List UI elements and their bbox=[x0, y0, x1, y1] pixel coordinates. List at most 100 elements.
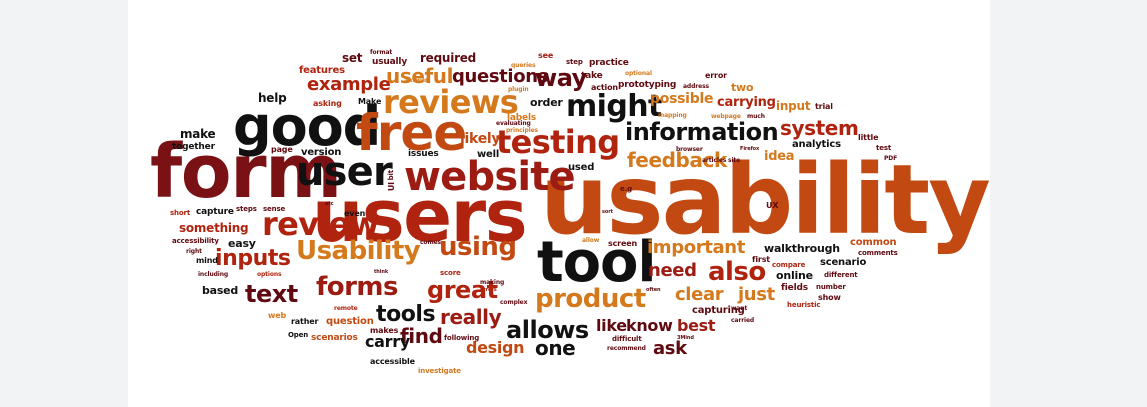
word: compare bbox=[772, 261, 806, 269]
word: Make bbox=[358, 97, 382, 106]
word: accessibility bbox=[172, 237, 219, 245]
word: score bbox=[440, 269, 461, 277]
word: help bbox=[258, 91, 287, 105]
word: version bbox=[301, 147, 342, 158]
word: free bbox=[356, 104, 467, 162]
word: make bbox=[180, 127, 216, 141]
word: right bbox=[186, 248, 202, 255]
word: mapping bbox=[658, 112, 687, 119]
word: scenario bbox=[820, 257, 867, 268]
word-cloud-panel bbox=[128, 0, 990, 407]
word: allow bbox=[582, 237, 600, 244]
word: just bbox=[738, 284, 775, 305]
word: usability bbox=[540, 144, 991, 256]
word: screen bbox=[608, 239, 638, 248]
word: often bbox=[646, 287, 661, 293]
word: using bbox=[439, 232, 517, 262]
word: system bbox=[780, 116, 859, 140]
word: want bbox=[731, 305, 748, 312]
word: order bbox=[530, 96, 563, 109]
word: including bbox=[198, 271, 229, 278]
word: queries bbox=[511, 62, 536, 69]
word: steps bbox=[236, 205, 257, 213]
word: trial bbox=[815, 102, 833, 111]
word: comes bbox=[420, 239, 441, 246]
word: best bbox=[677, 316, 716, 335]
word: two bbox=[731, 81, 754, 94]
word: tools bbox=[376, 302, 436, 327]
word: investigate bbox=[418, 367, 461, 375]
word: possible bbox=[650, 91, 714, 107]
word: features bbox=[328, 72, 333, 73]
word: walkthrough bbox=[764, 242, 840, 255]
word: action bbox=[591, 83, 618, 92]
word: way bbox=[535, 64, 587, 92]
word: design bbox=[466, 338, 525, 357]
word: sense bbox=[263, 205, 286, 213]
word: much bbox=[747, 113, 765, 120]
word: question bbox=[326, 316, 374, 327]
word: Open bbox=[288, 331, 309, 339]
word: questions bbox=[452, 66, 549, 87]
word: webpage bbox=[711, 113, 741, 120]
word: capture bbox=[196, 207, 234, 217]
word: remote bbox=[334, 305, 358, 312]
word: example bbox=[307, 74, 391, 95]
word: well bbox=[477, 149, 500, 160]
word: little bbox=[858, 133, 879, 142]
word: 3Mind bbox=[677, 335, 694, 341]
word: might bbox=[585, 92, 589, 93]
word: set bbox=[342, 51, 363, 65]
word: mind bbox=[196, 256, 218, 265]
word: test bbox=[876, 144, 892, 152]
word: step bbox=[566, 58, 583, 66]
word: PDF bbox=[884, 155, 898, 162]
word: scenarios bbox=[311, 333, 358, 343]
word: really bbox=[440, 305, 502, 329]
word: different bbox=[824, 271, 858, 279]
word: review bbox=[262, 205, 379, 243]
word: need bbox=[648, 260, 697, 281]
word: format bbox=[370, 49, 393, 56]
word: rather bbox=[291, 317, 319, 326]
word: address bbox=[683, 83, 709, 90]
word: forms bbox=[316, 272, 398, 302]
word: used bbox=[568, 162, 595, 173]
word: heuristic bbox=[787, 301, 821, 309]
word: like bbox=[596, 316, 627, 335]
word: labels bbox=[507, 113, 537, 123]
word: short bbox=[170, 209, 191, 217]
word: page bbox=[271, 145, 293, 154]
word: errors bbox=[480, 287, 497, 293]
word: usually bbox=[372, 57, 408, 67]
word: evaluating bbox=[496, 120, 531, 127]
word: makes bbox=[370, 326, 399, 335]
word: required bbox=[420, 51, 477, 65]
word: inputs bbox=[215, 246, 291, 271]
word: bit bbox=[387, 170, 395, 181]
word: e.g bbox=[620, 185, 632, 193]
word: something bbox=[179, 221, 249, 235]
word: text bbox=[245, 280, 298, 308]
word: form bbox=[150, 129, 342, 215]
word: see bbox=[538, 51, 554, 60]
word: first bbox=[752, 255, 770, 264]
word: accessible bbox=[370, 357, 415, 366]
word: UI bbox=[387, 182, 396, 192]
word: web bbox=[268, 311, 287, 320]
word: complex bbox=[500, 299, 528, 306]
word: user bbox=[296, 149, 393, 195]
word: information bbox=[625, 118, 779, 146]
word: capturing bbox=[692, 305, 745, 316]
word: know bbox=[626, 316, 673, 335]
word: answer bbox=[404, 77, 428, 84]
word: think bbox=[374, 269, 389, 275]
word: important bbox=[647, 237, 745, 258]
word: features bbox=[299, 65, 345, 76]
word: carry bbox=[365, 332, 410, 351]
word: plugin bbox=[508, 86, 529, 93]
word: might bbox=[566, 89, 662, 124]
word: one bbox=[535, 336, 576, 360]
word: based bbox=[202, 284, 239, 297]
